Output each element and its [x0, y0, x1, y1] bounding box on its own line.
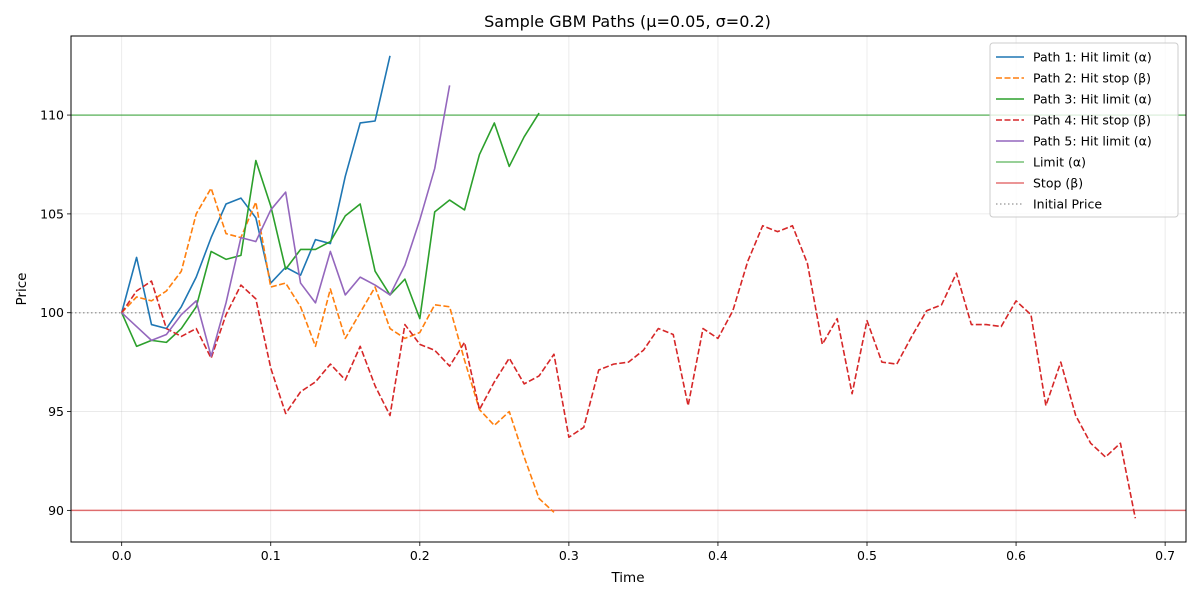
legend-label-stop: Stop (β): [1033, 176, 1083, 191]
series-line-path-3: [120, 112, 540, 348]
y-tick-label: 90: [48, 503, 64, 518]
x-tick-label: 0.5: [857, 548, 877, 563]
legend-label-path-4-hit-stop: Path 4: Hit stop (β): [1033, 113, 1151, 128]
legend-box: [989, 42, 1179, 218]
legend-label-path-3-hit-limit: Path 3: Hit limit (α): [1033, 92, 1152, 107]
x-tick-label: 0.6: [1006, 548, 1026, 563]
legend-label-path-1-hit-limit: Path 1: Hit limit (α): [1033, 50, 1152, 65]
x-axis-label: Time: [610, 570, 644, 586]
chart-title: Sample GBM Paths (μ=0.05, σ=0.2): [484, 12, 771, 31]
legend-label-limit: Limit (α): [1033, 155, 1086, 170]
x-tick-label: 0.2: [410, 548, 430, 563]
series-line-path-5: [121, 85, 451, 358]
series-line-path-4: [121, 224, 1137, 519]
x-tick-label: 0.0: [112, 548, 132, 563]
y-axis: 90 95 100 105 110: [40, 108, 71, 518]
y-tick-label: 110: [40, 108, 64, 123]
legend: Path 1: Hit limit (α) Path 2: Hit stop (β…: [989, 42, 1179, 218]
legend-label-path-2-hit-stop: Path 2: Hit stop (β): [1033, 71, 1151, 86]
y-tick-label: 100: [40, 305, 64, 320]
y-tick-label: 95: [48, 404, 64, 419]
legend-label-path-5-hit-limit: Path 5: Hit limit (α): [1033, 134, 1152, 149]
x-axis: 0.0 0.1 0.2 0.3 0.4 0.5 0.6 0.7: [112, 542, 1175, 563]
y-axis-label: Price: [14, 273, 30, 306]
x-tick-label: 0.7: [1155, 548, 1175, 563]
x-tick-label: 0.1: [261, 548, 281, 563]
series-line-path-2: [121, 187, 555, 513]
x-tick-label: 0.4: [708, 548, 728, 563]
x-tick-label: 0.3: [559, 548, 579, 563]
y-tick-label: 105: [40, 206, 64, 221]
series-lines: [120, 55, 1137, 519]
plot-frame: [70, 35, 1187, 543]
legend-label-initial-price: Initial Price: [1033, 197, 1102, 212]
